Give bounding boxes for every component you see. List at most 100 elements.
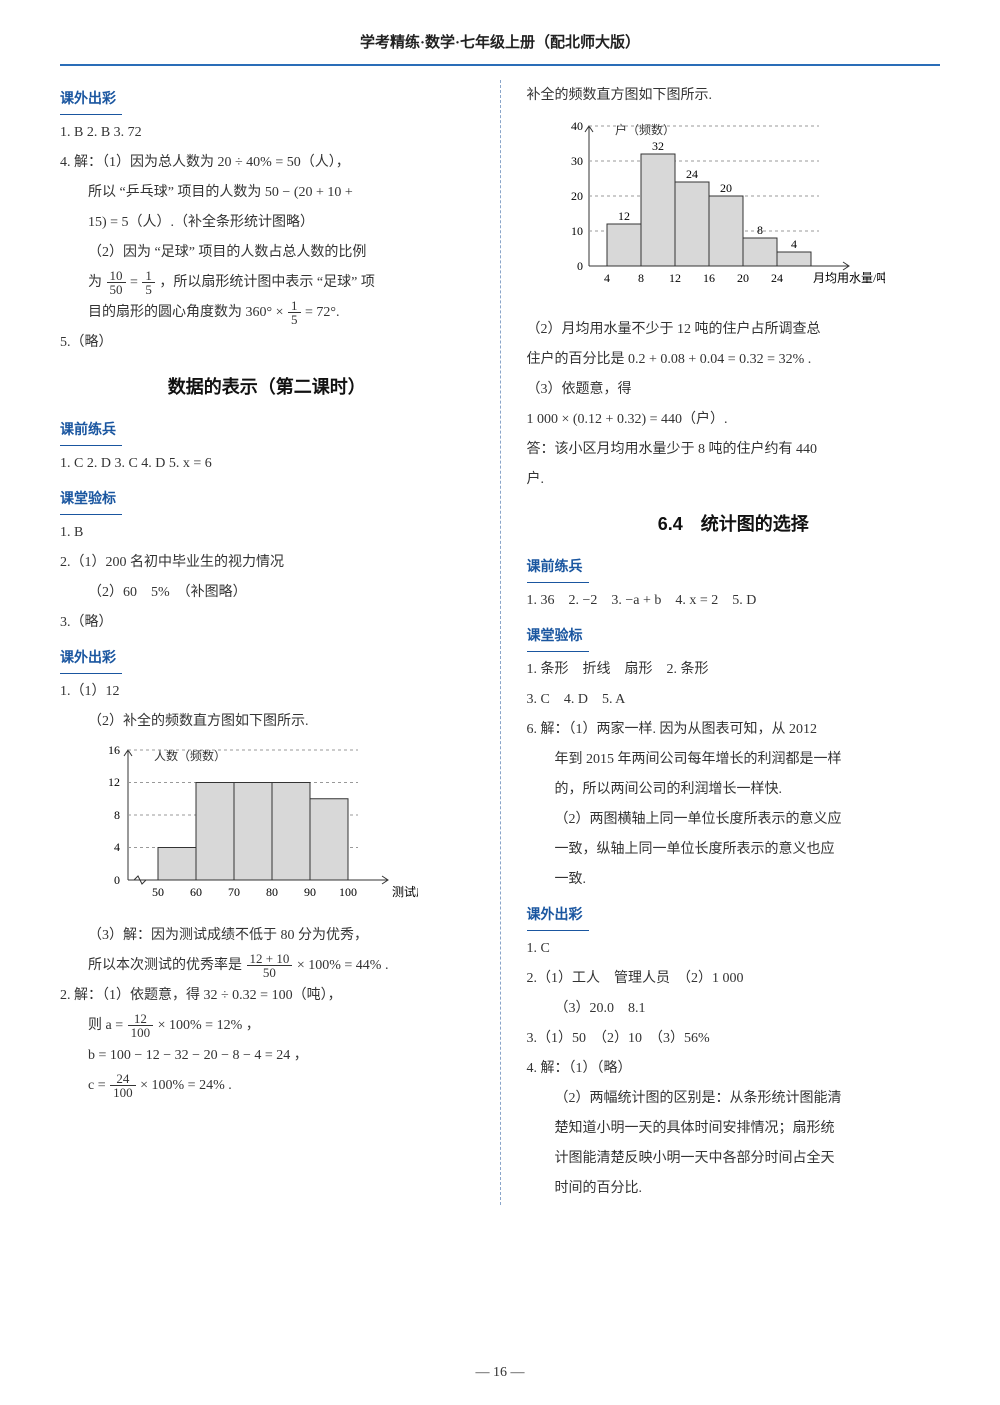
answer-line: 为 1050 = 15 ，所以扇形统计图中表示 “足球” 项 xyxy=(60,269,474,297)
answer-line: 答：该小区月均用水量少于 8 吨的住户约有 440 xyxy=(527,436,941,464)
answer-line: 年到 2015 年两间公司每年增长的利润都是一样 xyxy=(527,746,941,774)
page-header: 学考精练·数学·七年级上册（配北师大版） xyxy=(60,28,940,66)
content-columns: 课外出彩 1. B 2. B 3. 72 4. 解：（1）因为总人数为 20 ÷… xyxy=(60,80,940,1205)
answer-line: 1. C xyxy=(527,935,941,963)
section-heading: 课外出彩 xyxy=(60,645,122,674)
section-heading: 课前练兵 xyxy=(60,417,122,446)
answer-line: 1. B xyxy=(60,519,474,547)
histogram-chart-1: 人数（频数） 0 xyxy=(88,744,474,914)
answer-line: （2）补全的频数直方图如下图所示. xyxy=(60,708,474,736)
text: 目的扇形的圆心角度数为 360° × xyxy=(88,305,287,320)
answer-line: 补全的频数直方图如下图所示. xyxy=(527,82,941,110)
svg-text:4: 4 xyxy=(114,840,120,854)
answer-line: 时间的百分比. xyxy=(527,1175,941,1203)
svg-text:12: 12 xyxy=(108,775,120,789)
svg-text:80: 80 xyxy=(266,885,278,899)
chart-svg: 人数（频数） 0 xyxy=(88,744,418,914)
answer-line: 1. B 2. B 3. 72 xyxy=(60,119,474,147)
text: 所以本次测试的优秀率是 xyxy=(88,958,242,973)
answer-line: 6. 解：（1）两家一样. 因为从图表可知，从 2012 xyxy=(527,716,941,744)
svg-text:4: 4 xyxy=(604,271,610,285)
answer-line: 2.（1）200 名初中毕业生的视力情况 xyxy=(60,549,474,577)
text: 为 xyxy=(88,275,106,290)
section-heading: 课前练兵 xyxy=(527,554,589,583)
fraction: 12 + 1050 xyxy=(247,952,293,979)
svg-text:20: 20 xyxy=(737,271,749,285)
svg-text:40: 40 xyxy=(571,119,583,133)
svg-text:30: 30 xyxy=(571,154,583,168)
svg-text:12: 12 xyxy=(669,271,681,285)
svg-text:70: 70 xyxy=(228,885,240,899)
text: × 100% = 12% ， xyxy=(158,1018,260,1033)
svg-text:8: 8 xyxy=(638,271,644,285)
svg-text:20: 20 xyxy=(720,181,732,195)
answer-line: 的，所以两间公司的利润增长一样快. xyxy=(527,776,941,804)
text: = 72°. xyxy=(305,305,340,320)
answer-line: 计图能清楚反映小明一天中各部分时间占全天 xyxy=(527,1145,941,1173)
answer-line: 3.（1）50 （2）10 （3）56% xyxy=(527,1025,941,1053)
answer-line: 1. 36 2. −2 3. −a + b 4. x = 2 5. D xyxy=(527,587,941,615)
left-column: 课外出彩 1. B 2. B 3. 72 4. 解：（1）因为总人数为 20 ÷… xyxy=(60,80,474,1205)
lesson-heading: 6.4 统计图的选择 xyxy=(527,506,941,542)
answer-line: b = 100 − 12 − 32 − 20 − 8 − 4 = 24 ， xyxy=(60,1042,474,1070)
svg-text:16: 16 xyxy=(703,271,715,285)
answer-line: 目的扇形的圆心角度数为 360° × 15 = 72°. xyxy=(60,299,474,327)
answer-line: 3.（略） xyxy=(60,609,474,637)
right-column: 补全的频数直方图如下图所示. 户（频数） xyxy=(527,80,941,1205)
svg-text:8: 8 xyxy=(114,808,120,822)
answer-line: 2.（1）工人 管理人员 （2）1 000 xyxy=(527,965,941,993)
answer-line: 4. 解：（1）因为总人数为 20 ÷ 40% = 50（人）， xyxy=(60,149,474,177)
answer-line: 所以 “乒乓球” 项目的人数为 50 − (20 + 10 + xyxy=(60,179,474,207)
page: 学考精练·数学·七年级上册（配北师大版） 课外出彩 1. B 2. B 3. 7… xyxy=(0,0,1000,1405)
svg-text:60: 60 xyxy=(190,885,202,899)
answer-line: c = 24100 × 100% = 24% . xyxy=(60,1072,474,1100)
svg-text:0: 0 xyxy=(577,259,583,273)
answer-line: 1. 条形 折线 扇形 2. 条形 xyxy=(527,656,941,684)
svg-text:90: 90 xyxy=(304,885,316,899)
answer-line: 4. 解：（1）（略） xyxy=(527,1055,941,1083)
text: × 100% = 24% . xyxy=(140,1078,232,1093)
chart-svg: 户（频数） 0 10 20 xyxy=(555,118,885,308)
text: ，所以扇形统计图中表示 “足球” 项 xyxy=(159,275,374,290)
text: × 100% = 44% . xyxy=(297,958,389,973)
svg-text:0: 0 xyxy=(114,873,120,887)
svg-text:20: 20 xyxy=(571,189,583,203)
section-heading: 课外出彩 xyxy=(527,902,589,931)
column-divider xyxy=(500,80,501,1205)
histogram-chart-2: 户（频数） 0 10 20 xyxy=(555,118,941,308)
chart-x-label: 月均用水量/吨 xyxy=(813,271,885,285)
answer-line: （2）两幅统计图的区别是：从条形统计图能清 xyxy=(527,1085,941,1113)
section-heading: 课堂验标 xyxy=(60,486,122,515)
answer-line: （2）月均用水量不少于 12 吨的住户占所调查总 xyxy=(527,316,941,344)
answer-line: 3. C 4. D 5. A xyxy=(527,686,941,714)
fraction: 24100 xyxy=(110,1072,136,1099)
answer-line: 则 a = 12100 × 100% = 12% ， xyxy=(60,1012,474,1040)
section-heading: 课堂验标 xyxy=(527,623,589,652)
answer-line: 1 000 × (0.12 + 0.32) = 440（户）. xyxy=(527,406,941,434)
svg-text:4: 4 xyxy=(791,237,797,251)
fraction: 15 xyxy=(288,299,301,326)
section-heading: 课外出彩 xyxy=(60,86,122,115)
text: = xyxy=(130,275,141,290)
chart-y-label: 户（频数） xyxy=(615,122,675,137)
answer-line: （2）因为 “足球” 项目的人数占总人数的比例 xyxy=(60,239,474,267)
svg-text:100: 100 xyxy=(339,885,357,899)
answer-line: （2）两图横轴上同一单位长度所表示的意义应 xyxy=(527,806,941,834)
answer-line: 所以本次测试的优秀率是 12 + 1050 × 100% = 44% . xyxy=(60,952,474,980)
svg-text:24: 24 xyxy=(771,271,783,285)
page-number: — 16 — xyxy=(0,1359,1000,1387)
fraction: 15 xyxy=(142,269,155,296)
answer-line: 1.（1）12 xyxy=(60,678,474,706)
answer-line: 住户的百分比是 0.2 + 0.08 + 0.04 = 0.32 = 32% . xyxy=(527,346,941,374)
svg-text:24: 24 xyxy=(686,167,698,181)
answer-line: （2）60 5% （补图略） xyxy=(60,579,474,607)
answer-line: （3）依题意，得 xyxy=(527,376,941,404)
answer-line: （3）解：因为测试成绩不低于 80 分为优秀， xyxy=(60,922,474,950)
answer-line: 5.（略） xyxy=(60,329,474,357)
answer-line: 一致，纵轴上同一单位长度所表示的意义也应 xyxy=(527,836,941,864)
svg-text:10: 10 xyxy=(571,224,583,238)
chart-x-label: 测试成绩 xyxy=(392,884,418,899)
answer-line: （3）20.0 8.1 xyxy=(527,995,941,1023)
svg-text:32: 32 xyxy=(652,139,664,153)
svg-text:50: 50 xyxy=(152,885,164,899)
